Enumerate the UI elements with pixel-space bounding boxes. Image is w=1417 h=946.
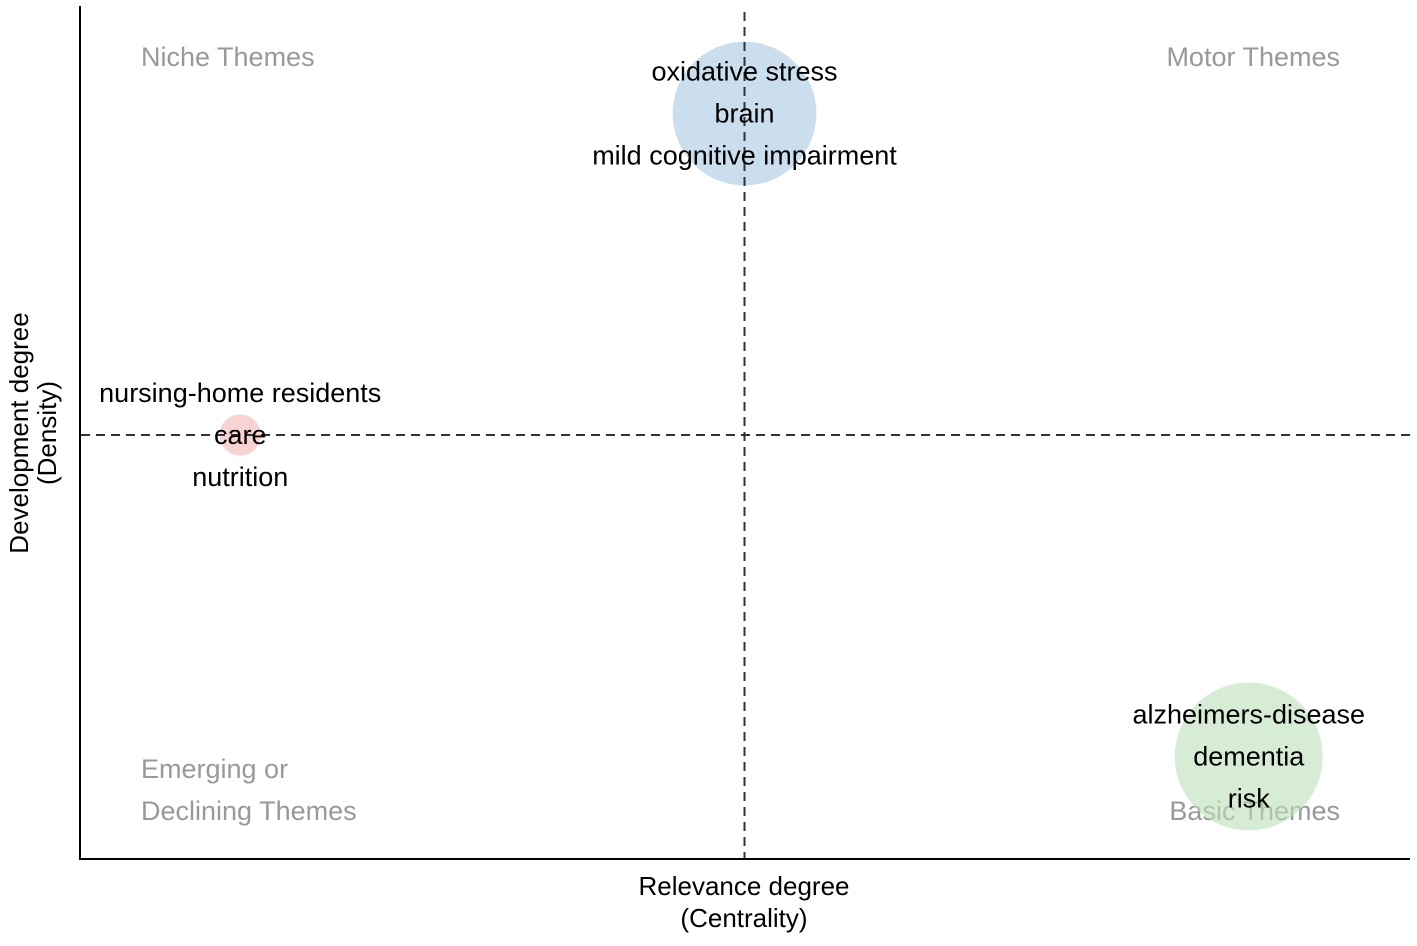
cluster-label-care-2: nutrition: [192, 462, 288, 492]
cluster-label-dementia-0: alzheimers-disease: [1132, 699, 1365, 729]
cluster-label-dementia-1: dementia: [1193, 741, 1305, 771]
cluster-label-brain-0: oxidative stress: [651, 57, 837, 87]
cluster-bubbles: [219, 41, 1323, 831]
cluster-bubble-care: [219, 414, 261, 456]
quadrant-label-emerging-line1: Emerging or: [141, 754, 288, 784]
cluster-bubble-dementia: [1174, 682, 1323, 831]
x-axis-title-line2: (Centrality): [680, 903, 807, 933]
cluster-label-brain-2: mild cognitive impairment: [592, 141, 897, 171]
x-axis-title-line1: Relevance degree: [638, 871, 849, 901]
quadrant-label-niche-themes: Niche Themes: [141, 42, 315, 72]
quadrant-label-emerging-line2: Declining Themes: [141, 796, 357, 826]
cluster-labels: oxidative stress brain mild cognitive impa…: [99, 57, 1365, 814]
cluster-label-care-1: care: [214, 420, 267, 450]
y-axis-title-line1: Development degree: [4, 312, 34, 553]
y-axis-title-line2: (Density): [32, 381, 62, 485]
quadrant-label-motor-themes: Motor Themes: [1166, 42, 1340, 72]
cluster-label-care-0: nursing-home residents: [99, 378, 381, 408]
cluster-label-brain-1: brain: [714, 99, 774, 129]
cluster-bubble-brain: [672, 41, 817, 186]
cluster-label-dementia-2: risk: [1228, 783, 1270, 813]
